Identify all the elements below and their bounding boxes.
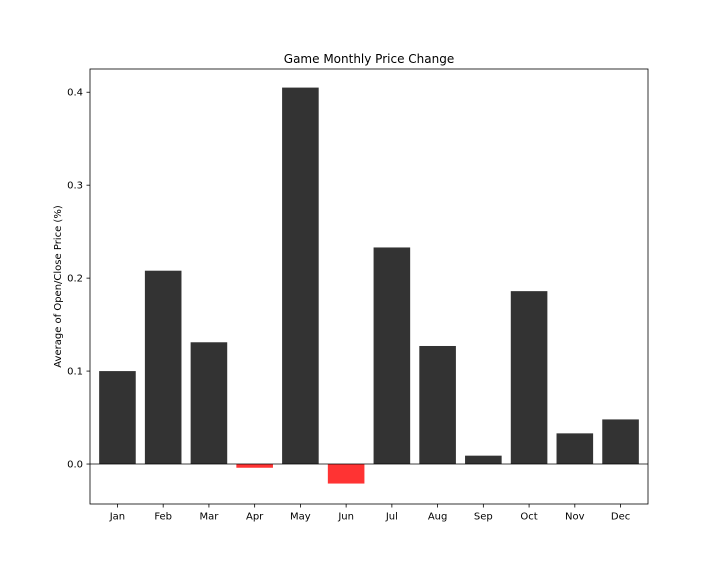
x-tick-label-nov: Nov xyxy=(565,512,585,523)
bar-feb xyxy=(144,270,182,465)
x-tick-label-mar: Mar xyxy=(199,512,219,523)
y-tick-label: 0.3 xyxy=(67,181,83,192)
y-tick-label: 0.1 xyxy=(67,367,83,378)
x-tick-label-jul: Jul xyxy=(385,512,398,523)
bar-dec xyxy=(602,419,639,465)
x-tick-label-jun: Jun xyxy=(337,512,354,523)
bars-group xyxy=(99,87,639,484)
bar-jan xyxy=(99,371,136,465)
y-axis-label: Average of Open/Close Price (%) xyxy=(53,205,64,368)
x-tick-label-dec: Dec xyxy=(611,512,630,523)
bar-oct xyxy=(510,291,548,465)
x-axis: Jan Feb Mar Apr May Jun Jul Aug Sep Oct Nov Dec xyxy=(109,504,630,523)
chart-title: Game Monthly Price Change xyxy=(284,52,454,66)
y-tick-label: 0.2 xyxy=(67,274,83,285)
bar-sep xyxy=(465,455,502,465)
bar-jun xyxy=(327,464,365,484)
bar-may xyxy=(282,87,319,465)
bar-nov xyxy=(556,433,594,465)
y-tick-label: 0.0 xyxy=(67,460,83,471)
x-tick-label-jan: Jan xyxy=(109,512,125,523)
bar-jul xyxy=(373,247,411,465)
bar-apr xyxy=(236,464,273,468)
y-tick-label: 0.4 xyxy=(67,88,83,99)
x-tick-label-may: May xyxy=(290,512,311,523)
x-tick-label-aug: Aug xyxy=(428,512,448,523)
bar-aug xyxy=(419,345,456,465)
y-axis: 0.0 0.1 0.2 0.3 0.4 xyxy=(67,88,90,471)
plot-frame xyxy=(89,68,649,505)
x-tick-label-oct: Oct xyxy=(520,512,537,523)
bar-mar xyxy=(190,342,228,465)
x-tick-label-feb: Feb xyxy=(154,512,172,523)
x-tick-label-sep: Sep xyxy=(474,512,493,523)
x-tick-label-apr: Apr xyxy=(246,512,264,523)
